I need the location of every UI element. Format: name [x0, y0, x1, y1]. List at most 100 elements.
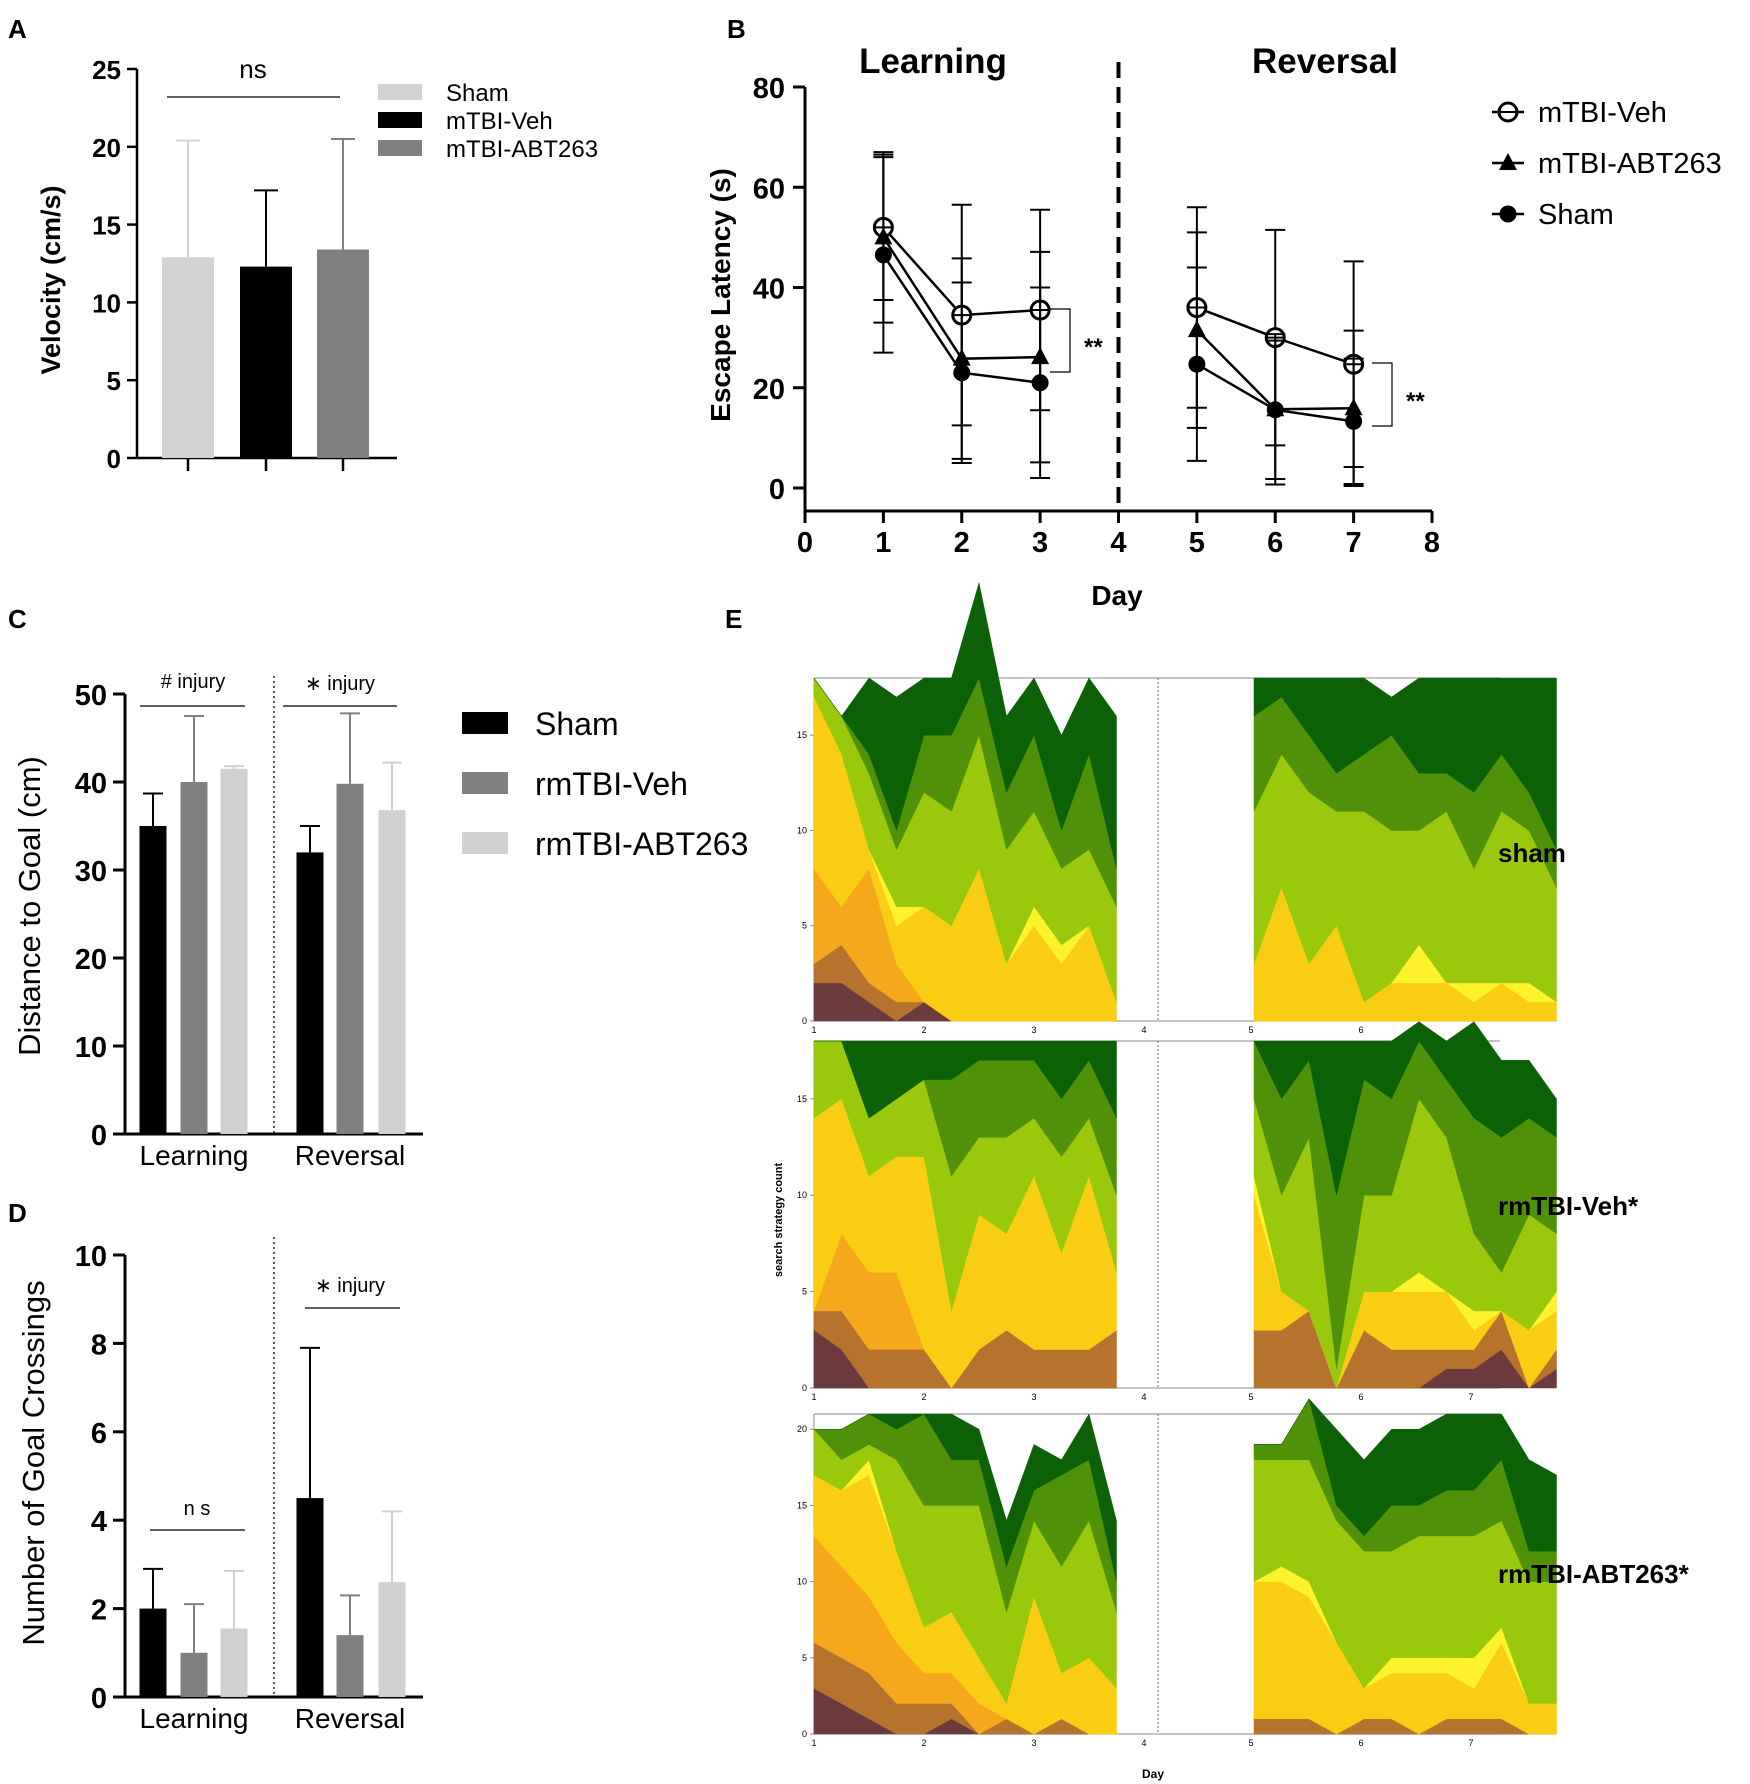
panel-d-sig-reversal: ∗ injury — [315, 1275, 385, 1297]
x-category-label: Learning — [140, 1140, 249, 1171]
legend-label-c-rmtbi-abt263: rmTBI-ABT263 — [535, 826, 748, 862]
x-tick-label: 3 — [1032, 527, 1048, 559]
y-tick-label: 0 — [91, 1120, 107, 1152]
y-tick-label: 0 — [802, 1383, 807, 1393]
panel-b-sig-learning: ** — [1084, 334, 1103, 361]
x-tick-label: 4 — [1141, 1738, 1146, 1748]
y-tick-label: 25 — [92, 55, 121, 85]
panel-c-axes: 0 10 20 30 40 50 Learning Reversal — [75, 676, 423, 1171]
y-tick-label: 8 — [91, 1329, 107, 1361]
bar-sham-learning — [139, 1608, 167, 1697]
x-tick-label: 0 — [797, 527, 813, 559]
panel-label-e: E — [725, 604, 742, 634]
y-tick-label: 40 — [75, 768, 107, 800]
panel-b-legend: mTBI-Veh mTBI-ABT263 Sham — [1492, 97, 1722, 231]
y-tick-label: 0 — [802, 1016, 807, 1026]
panel-a-bars — [162, 138, 369, 458]
data-point-sham — [1188, 355, 1206, 373]
panel-b-sig-reversal: ** — [1406, 388, 1425, 415]
y-tick-label: 20 — [92, 133, 121, 163]
panel-a-legend: Sham mTBI-Veh mTBI-ABT263 — [378, 80, 598, 163]
legend-label-b-mtbi-abt263: mTBI-ABT263 — [1538, 148, 1722, 180]
panel-d-ylabel: Number of Goal Crossings — [16, 1280, 51, 1645]
y-tick-label: 10 — [92, 288, 121, 318]
legend-swatch-c-sham — [462, 712, 508, 734]
y-tick-label: 0 — [107, 444, 121, 474]
x-tick-label: 5 — [1248, 1025, 1253, 1035]
strategy-plot-rmtbi-abt263: 0 5 10 15 20 1 2 3 4 5 6 7 — [797, 1398, 1557, 1748]
panel-a-ylabel: Velocity (cm/s) — [36, 185, 66, 374]
x-tick-label: 6 — [1358, 1392, 1363, 1402]
x-tick-label: 6 — [1358, 1025, 1363, 1035]
y-tick-label: 2 — [91, 1595, 107, 1627]
x-tick-label: 4 — [1110, 527, 1126, 559]
bar-rmtbi-abt263-reversal — [378, 1582, 406, 1697]
x-tick-label: 6 — [1358, 1738, 1363, 1748]
panel-label-c: C — [8, 604, 27, 634]
panel-label-b: B — [727, 14, 746, 44]
y-tick-label: 15 — [92, 211, 121, 241]
x-tick-label: 3 — [1031, 1738, 1036, 1748]
y-tick-label: 0 — [91, 1683, 107, 1715]
x-tick-label: 5 — [1248, 1392, 1253, 1402]
y-tick-label: 15 — [797, 1094, 807, 1104]
x-tick-label: 7 — [1468, 1738, 1473, 1748]
y-tick-label: 40 — [753, 274, 785, 306]
x-tick-label: 2 — [921, 1738, 926, 1748]
panel-c-sig-reversal: ∗ injury — [305, 673, 375, 695]
strategy-area-layer-8 — [814, 1040, 1117, 1119]
panel-c-bars — [139, 712, 406, 1134]
y-tick-label: 5 — [802, 921, 807, 931]
legend-label-b-sham: Sham — [1538, 199, 1614, 231]
legend-swatch-sham — [378, 84, 422, 100]
bar-rmtbi-abt263-learning — [220, 768, 248, 1134]
x-tick-label: 7 — [1468, 1392, 1473, 1402]
legend-marker-sham — [1499, 205, 1517, 223]
panel-e-group-label-rmtbi-veh: rmTBI-Veh* — [1498, 1191, 1639, 1221]
bar-mtbi-abt263 — [317, 249, 369, 458]
y-tick-label: 0 — [802, 1729, 807, 1739]
panel-a: A Velocity (cm/s) 0 5 10 15 20 25 ns Sham mTB… — [8, 14, 598, 474]
panel-c: C Distance to Goal (cm) 0 10 20 30 40 50 Learn… — [8, 604, 748, 1171]
data-point-sham — [874, 246, 892, 264]
strategy-area-layer-8 — [814, 1413, 1117, 1582]
bar-rmtbi-veh-reversal — [336, 1635, 364, 1697]
panel-a-ns-label: ns — [239, 54, 266, 84]
panel-b-ylabel: Escape Latency (s) — [705, 168, 736, 422]
panel-e-plots: 0 5 10 15 1 2 3 4 5 6 7 0 5 10 15 1 2 3 4 5 6 7 0 5 10 15 20 1 2 3 4 5 6… — [797, 582, 1558, 1748]
panel-d-axes: 0 2 4 6 8 10 Learning Reversal — [75, 1237, 423, 1734]
x-tick-label: 2 — [921, 1025, 926, 1035]
panel-e-group-label-rmtbi-abt263: rmTBI-ABT263* — [1498, 1559, 1690, 1589]
panel-b-axes: 0 20 40 60 80 0 1 2 3 4 5 6 7 8 — [753, 62, 1440, 559]
panel-b-phase-reversal: Reversal — [1252, 42, 1398, 81]
y-tick-label: 10 — [797, 825, 807, 835]
legend-swatch-mtbi-abt263 — [378, 140, 422, 156]
data-point-sham — [1345, 412, 1363, 430]
panel-d-sig-learning: n s — [184, 1498, 211, 1520]
panel-b: B Learning Reversal Escape Latency (s) D… — [705, 14, 1722, 611]
panel-e-group-label-sham: sham — [1498, 838, 1566, 868]
legend-swatch-mtbi-veh — [378, 112, 422, 128]
panel-e-ylabel: search strategy count — [773, 1163, 785, 1278]
bar-sham-reversal — [296, 852, 324, 1134]
y-tick-label: 6 — [91, 1418, 107, 1450]
legend-label-c-rmtbi-veh: rmTBI-Veh — [535, 766, 688, 802]
legend-marker-mtbi-abt263 — [1499, 153, 1517, 170]
y-tick-label: 0 — [769, 474, 785, 506]
x-category-label: Reversal — [295, 1703, 405, 1734]
bar-rmtbi-veh-reversal — [336, 783, 364, 1134]
y-tick-label: 60 — [753, 173, 785, 205]
x-tick-label: 8 — [1424, 527, 1440, 559]
y-tick-label: 20 — [75, 944, 107, 976]
panel-e-xlabel: Day — [1142, 1767, 1164, 1781]
y-tick-label: 20 — [753, 374, 785, 406]
x-tick-label: 7 — [1346, 527, 1362, 559]
panel-a-axes: 0 5 10 15 20 25 — [92, 55, 397, 474]
legend-label-mtbi-abt263: mTBI-ABT263 — [446, 136, 598, 163]
y-tick-label: 4 — [91, 1506, 107, 1538]
panel-label-a: A — [8, 14, 27, 44]
x-category-label: Reversal — [295, 1140, 405, 1171]
panel-b-significance: ** ** — [1050, 308, 1425, 427]
